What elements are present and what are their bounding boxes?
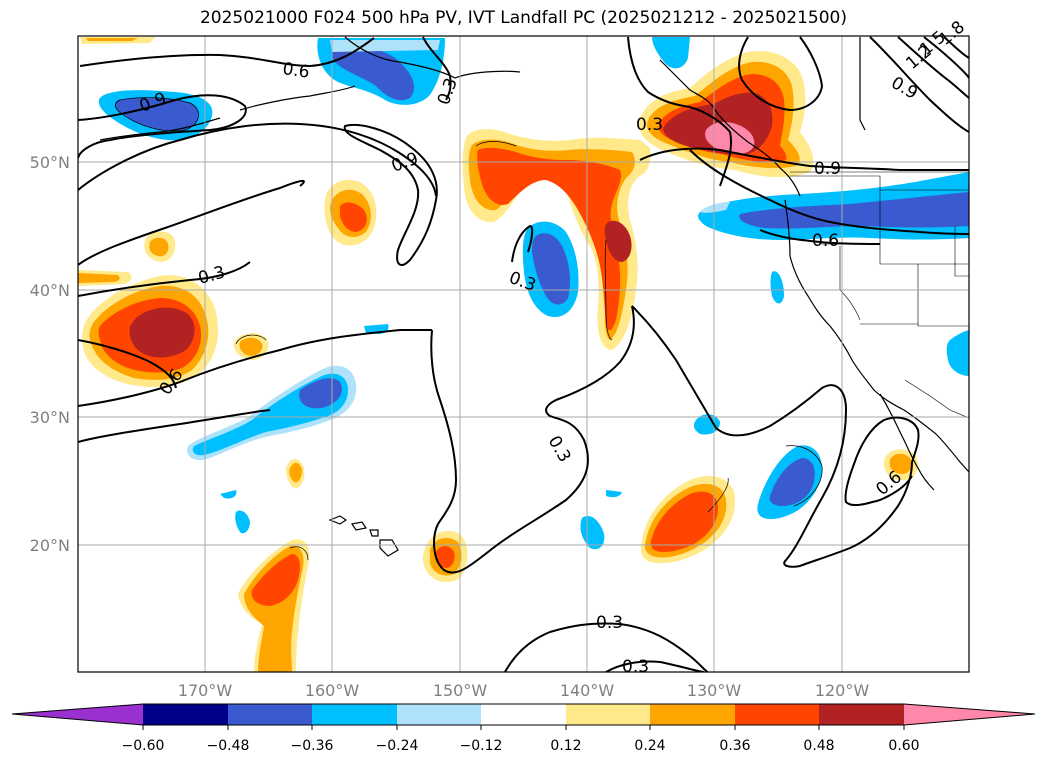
contour-label: 0.6 (281, 59, 311, 83)
colorbar-segment (312, 704, 397, 725)
colorbar-segment (397, 704, 481, 725)
colorbar-tick: −0.12 (460, 738, 503, 754)
colorbar-tick: −0.24 (376, 738, 419, 754)
shading-outlines (115, 97, 823, 561)
lon-label-120w: 120°W (815, 681, 870, 700)
colorbar-segment (735, 704, 819, 725)
longitude-labels: 170°W 160°W 150°W 140°W 130°W 120°W (178, 681, 870, 700)
map-frame (77, 35, 970, 673)
colorbar-segment (650, 704, 735, 725)
pv-contours (78, 36, 969, 672)
lat-label-50n: 50°N (30, 153, 70, 172)
lon-label-130w: 130°W (687, 681, 742, 700)
colorbar-tick: 0.36 (719, 738, 750, 754)
lat-label-20n: 20°N (30, 536, 70, 555)
latitude-labels: 50°N 40°N 30°N 20°N (30, 153, 70, 555)
colorbar-tick: −0.48 (207, 738, 250, 754)
colorbar-tick: −0.60 (122, 738, 165, 754)
colorbar-tick: 0.24 (634, 738, 665, 754)
lon-label-140w: 140°W (560, 681, 615, 700)
lon-label-170w: 170°W (178, 681, 233, 700)
colorbar-min-extend (12, 704, 143, 725)
lat-label-40n: 40°N (30, 281, 70, 300)
contour-label: 0.9 (814, 159, 841, 179)
colorbar-segment (566, 704, 650, 725)
contour-label: 0.3 (636, 115, 663, 135)
colorbar-segment (143, 704, 228, 725)
lon-label-150w: 150°W (433, 681, 488, 700)
colorbar-tick: 0.12 (550, 738, 581, 754)
colorbar-segment (228, 704, 312, 725)
contour-label: 0.6 (812, 231, 839, 251)
colorbar-tick: 0.48 (803, 738, 834, 754)
colorbar-segment (819, 704, 904, 725)
lat-label-30n: 30°N (30, 408, 70, 427)
contour-label: 0.3 (622, 657, 649, 677)
colorbar-tick: 0.60 (888, 738, 919, 754)
colorbar-segment (481, 704, 566, 725)
map-title: 2025021000 F024 500 hPa PV, IVT Landfall… (199, 8, 847, 28)
lon-label-160w: 160°W (305, 681, 360, 700)
colorbar-max-extend (904, 704, 1035, 725)
colorbar-tick: −0.36 (291, 738, 334, 754)
gridlines (78, 36, 969, 672)
colorbar: −0.60 −0.48 −0.36 −0.24 −0.12 0.12 0.24 … (11, 703, 1036, 754)
contour-label: 0.3 (596, 613, 623, 633)
